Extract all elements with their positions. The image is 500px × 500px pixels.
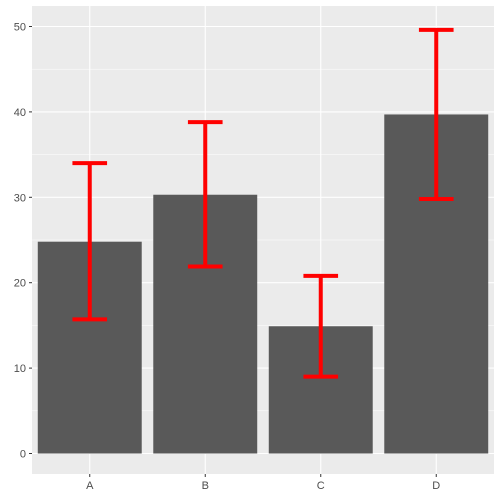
- y-tick-label: 0: [20, 449, 26, 461]
- y-tick-label: 40: [14, 107, 26, 119]
- bars: [37, 114, 489, 454]
- error-bar-B: [187, 120, 223, 269]
- y-tick-label: 10: [14, 363, 26, 375]
- x-tick-label: C: [317, 480, 325, 492]
- x-tick-label: A: [86, 480, 94, 492]
- error-bars: [72, 27, 454, 379]
- error-bar-A: [72, 161, 108, 322]
- y-tick-label: 30: [14, 192, 26, 204]
- y-tick-label: 20: [14, 278, 26, 290]
- error-bar-C: [303, 273, 339, 379]
- y-tick-label: 50: [14, 21, 26, 33]
- x-tick-label: B: [202, 480, 209, 492]
- x-tick-label: D: [432, 480, 440, 492]
- y-axis: 0 10 20 30 40 50: [14, 21, 32, 461]
- x-axis: A B C D: [86, 474, 440, 492]
- error-bar-D: [418, 27, 454, 202]
